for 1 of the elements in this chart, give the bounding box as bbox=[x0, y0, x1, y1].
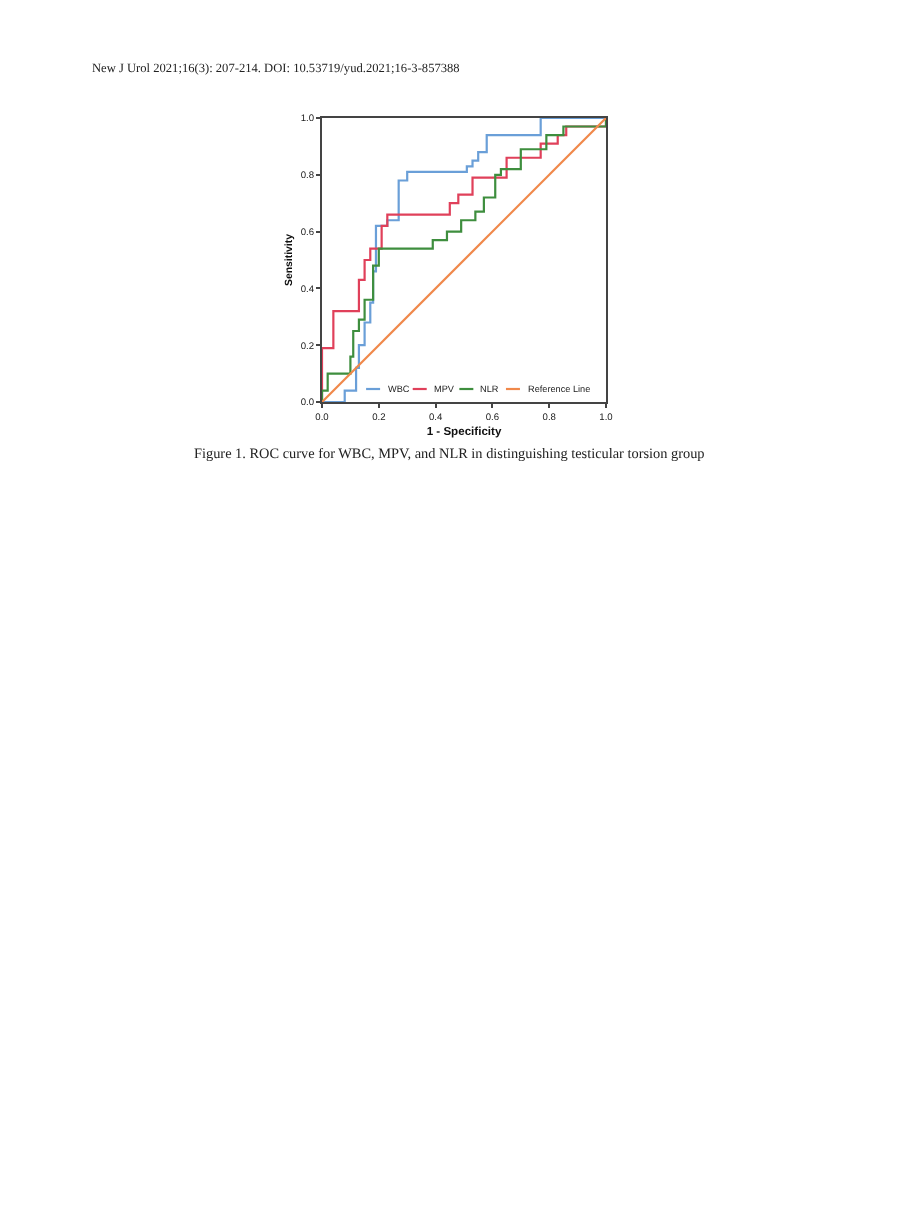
line-series bbox=[322, 118, 606, 402]
